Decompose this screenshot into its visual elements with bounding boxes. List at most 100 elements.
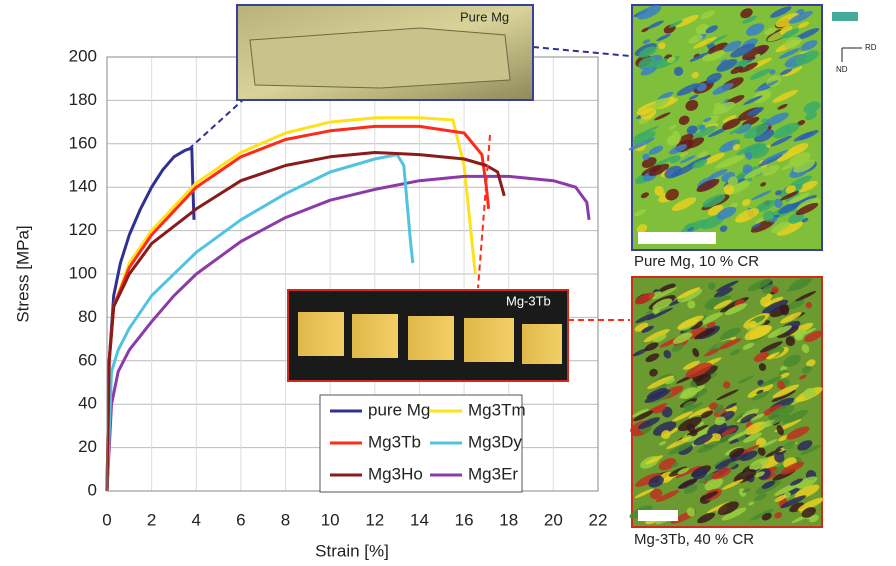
grain bbox=[634, 322, 649, 332]
grain bbox=[728, 461, 737, 468]
grain bbox=[692, 36, 717, 49]
grain bbox=[776, 425, 784, 436]
grain bbox=[728, 124, 750, 135]
grain bbox=[671, 462, 680, 468]
grain bbox=[759, 376, 782, 388]
grain bbox=[701, 491, 718, 500]
grain bbox=[780, 461, 805, 475]
grain bbox=[638, 417, 660, 430]
grain bbox=[798, 21, 810, 29]
grain bbox=[637, 5, 662, 20]
grain bbox=[780, 159, 803, 171]
grain bbox=[806, 359, 816, 367]
grain bbox=[650, 488, 663, 500]
grain bbox=[754, 80, 779, 92]
grain bbox=[743, 432, 763, 443]
grain bbox=[771, 286, 779, 294]
grain bbox=[780, 365, 788, 371]
grain bbox=[759, 341, 783, 353]
grain bbox=[788, 10, 813, 24]
grain bbox=[730, 43, 756, 58]
grain bbox=[633, 126, 659, 139]
grain bbox=[738, 62, 758, 73]
grain bbox=[657, 283, 676, 294]
grain bbox=[661, 430, 671, 439]
color-key bbox=[832, 12, 858, 21]
grain bbox=[646, 307, 674, 321]
grain bbox=[716, 58, 738, 72]
y-tick-label: 60 bbox=[78, 350, 97, 369]
grain bbox=[732, 143, 741, 151]
grain bbox=[654, 185, 664, 197]
grain bbox=[730, 66, 744, 75]
grain bbox=[764, 112, 789, 127]
grain bbox=[729, 447, 745, 458]
grain bbox=[771, 221, 791, 234]
grain bbox=[740, 413, 757, 424]
grain bbox=[762, 165, 780, 176]
x-tick-label: 14 bbox=[410, 510, 429, 529]
grain bbox=[748, 320, 757, 328]
grain bbox=[708, 339, 733, 353]
x-tick-label: 4 bbox=[192, 510, 201, 529]
grain bbox=[678, 115, 690, 125]
x-tick-label: 12 bbox=[365, 510, 384, 529]
grain bbox=[805, 302, 813, 309]
grain bbox=[727, 430, 750, 441]
grain bbox=[638, 56, 655, 69]
legend-label: Mg3Ho bbox=[368, 464, 423, 483]
grain bbox=[685, 137, 705, 149]
photo-sample bbox=[249, 27, 511, 89]
legend-label: pure Mg bbox=[368, 400, 430, 419]
grain bbox=[738, 444, 760, 456]
grain bbox=[753, 352, 769, 362]
grain bbox=[686, 125, 698, 135]
grain bbox=[722, 115, 737, 123]
grain bbox=[768, 404, 795, 421]
grain bbox=[797, 440, 813, 451]
grain bbox=[748, 501, 755, 506]
grain bbox=[663, 349, 672, 359]
grain bbox=[685, 362, 712, 378]
grain bbox=[649, 368, 658, 377]
x-tick-label: 6 bbox=[236, 510, 245, 529]
grain bbox=[744, 166, 768, 179]
grain bbox=[651, 287, 677, 300]
grain bbox=[761, 480, 776, 489]
grain bbox=[697, 512, 716, 524]
grain bbox=[666, 56, 676, 63]
grain bbox=[634, 209, 646, 217]
grain bbox=[707, 169, 728, 180]
grain bbox=[700, 10, 715, 20]
x-tick-label: 22 bbox=[589, 510, 608, 529]
grain bbox=[797, 180, 818, 193]
grain bbox=[743, 142, 763, 153]
grain bbox=[640, 107, 657, 120]
y-tick-label: 0 bbox=[88, 480, 97, 499]
grain bbox=[677, 478, 698, 489]
grain bbox=[747, 278, 772, 292]
grain bbox=[702, 115, 720, 126]
grain bbox=[769, 69, 776, 75]
map-caption: Pure Mg, 10 % CR bbox=[634, 253, 759, 270]
grain bbox=[793, 159, 816, 173]
grain bbox=[708, 282, 716, 290]
grain bbox=[794, 50, 819, 65]
grain bbox=[633, 410, 654, 422]
scale-bar bbox=[638, 232, 716, 244]
grain bbox=[761, 149, 788, 163]
grain bbox=[797, 497, 824, 512]
grain bbox=[803, 101, 821, 114]
grain bbox=[640, 192, 649, 199]
grain bbox=[794, 484, 820, 499]
grain bbox=[675, 14, 699, 28]
grain bbox=[697, 151, 709, 159]
grain bbox=[706, 72, 722, 84]
grain bbox=[693, 433, 713, 446]
grain bbox=[767, 325, 792, 339]
grain bbox=[793, 131, 813, 142]
grain bbox=[760, 439, 778, 448]
grain bbox=[780, 312, 802, 324]
grain bbox=[668, 442, 693, 455]
grain bbox=[777, 380, 786, 390]
